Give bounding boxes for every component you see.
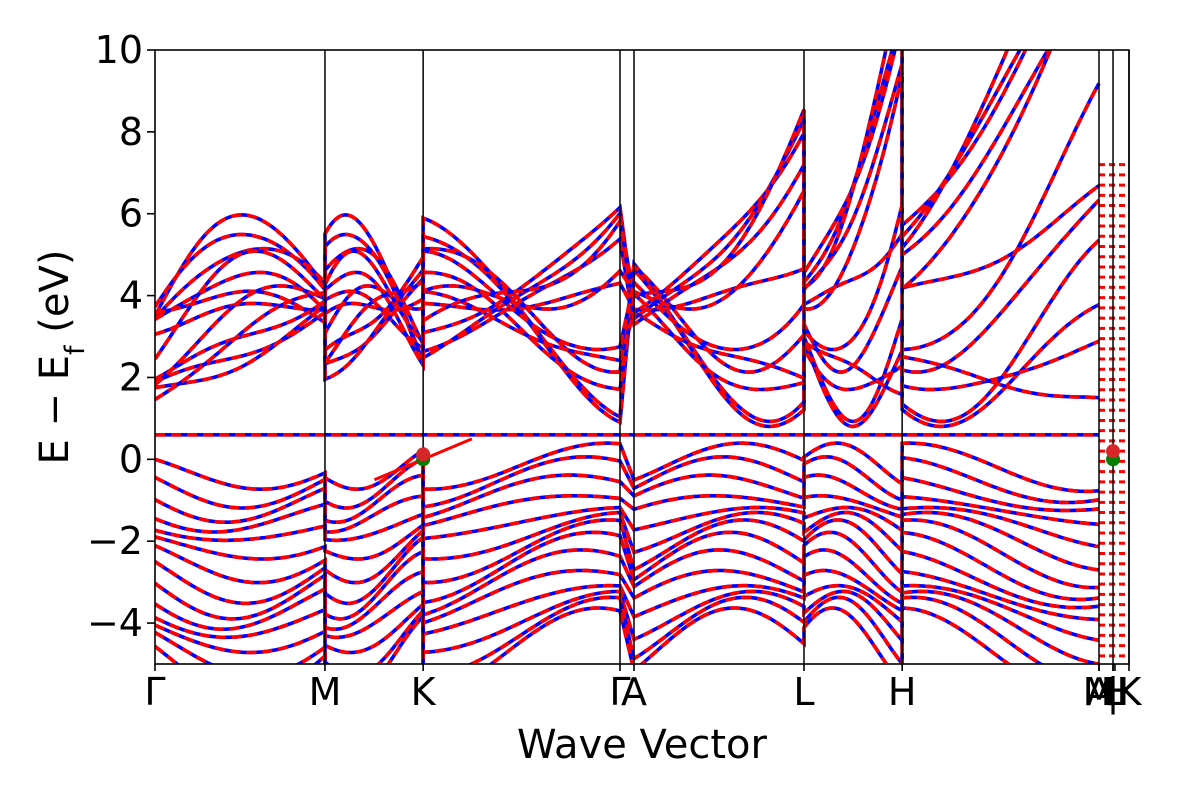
kpath-label: A xyxy=(1086,670,1112,714)
y-axis-ticks: −4 −2 0 2 4 6 8 10 xyxy=(87,28,155,645)
x-axis-title: Wave Vector xyxy=(517,722,768,768)
point-markers xyxy=(416,444,1121,467)
kpath-label: H xyxy=(888,670,917,714)
y-tick-label: 0 xyxy=(119,437,143,481)
y-tick-label: 8 xyxy=(119,110,143,154)
kpath-label: L xyxy=(793,670,814,714)
y-tick-label: −2 xyxy=(87,519,143,563)
y-axis-title: E − Ef (eV) xyxy=(32,250,91,465)
kpath-label: H xyxy=(1101,670,1130,714)
y-tick-label: −4 xyxy=(87,601,143,645)
y-axis-title-subscript: f xyxy=(60,344,91,355)
kpath-label: L xyxy=(1102,670,1123,714)
kpath-label: M xyxy=(1083,670,1116,714)
x-axis-ticks: Γ M K ΓA L H AM|LHK xyxy=(144,664,1143,715)
y-tick-label: 6 xyxy=(119,192,143,236)
y-axis-title-main: E − E xyxy=(32,355,78,465)
band-line-red xyxy=(155,50,1053,387)
kpath-label: K xyxy=(1117,670,1143,714)
kpath-label: Γ xyxy=(609,670,630,714)
kpath-label: Γ xyxy=(144,670,165,714)
band-crossing-marker xyxy=(416,447,431,462)
band-crossing-marker xyxy=(1106,444,1121,459)
kpath-label: A xyxy=(621,670,647,714)
y-tick-label: 10 xyxy=(95,28,143,72)
kpath-label: | xyxy=(1107,670,1120,715)
kpath-label: K xyxy=(411,670,437,714)
y-tick-label: 2 xyxy=(119,355,143,399)
plot-frame xyxy=(154,49,1130,665)
y-tick-label: 4 xyxy=(119,274,143,318)
kpath-label: M xyxy=(309,670,342,714)
y-axis-title-unit: (eV) xyxy=(32,250,78,346)
band-line-blue xyxy=(155,606,1012,664)
